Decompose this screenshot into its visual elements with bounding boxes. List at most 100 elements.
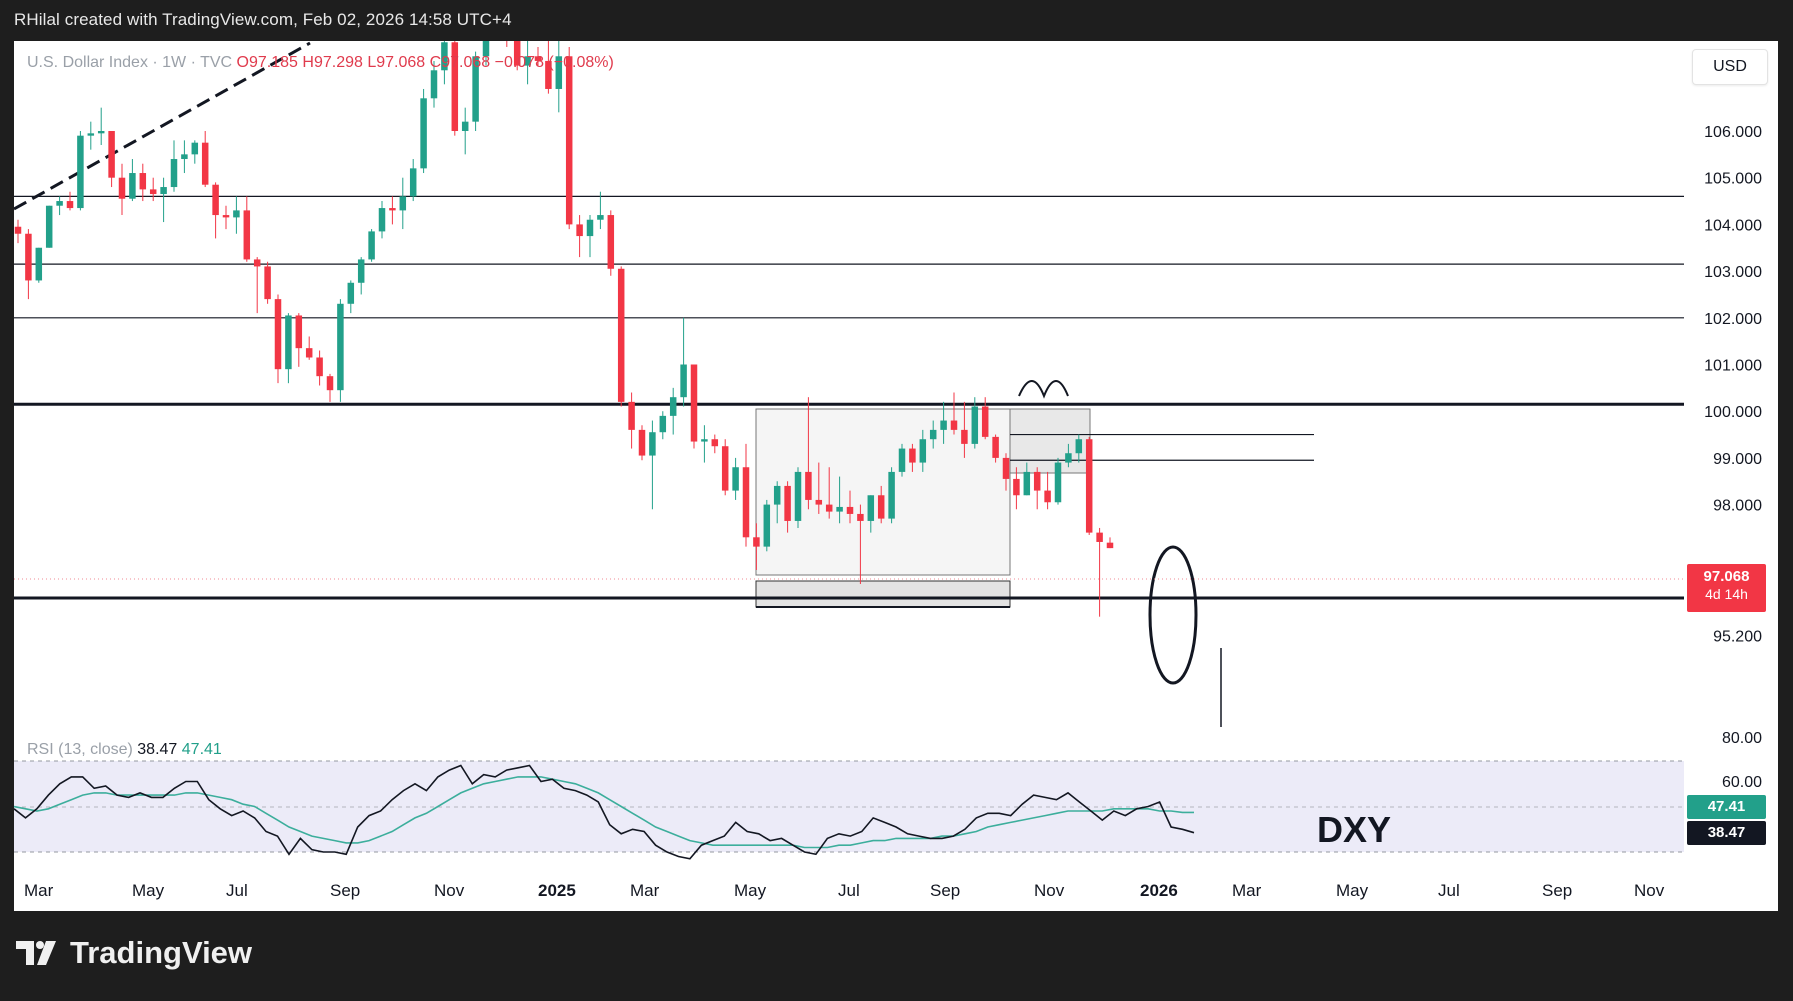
candle-body — [950, 420, 958, 430]
candle-body — [274, 299, 282, 370]
price-tick-label: 95.200 — [1713, 628, 1762, 645]
rsi-plot — [14, 764, 1195, 860]
price-tick-label: 106.000 — [1704, 124, 1762, 141]
candle-body — [212, 184, 219, 216]
candle-body — [981, 406, 989, 437]
candle-body — [87, 133, 95, 136]
high-value: H97.298 — [302, 54, 363, 71]
time-tick-label: 2026 — [1140, 881, 1178, 900]
price-tick-label: 102.000 — [1704, 311, 1762, 328]
rsi-line — [14, 764, 1195, 860]
time-tick-label: Sep — [930, 881, 960, 900]
candle-body — [160, 187, 167, 195]
candle-body — [1002, 457, 1010, 479]
candle-body — [909, 448, 916, 463]
time-tick-label: May — [132, 881, 165, 900]
candle-body — [607, 215, 615, 269]
candle-body — [794, 471, 802, 521]
candle-body — [711, 439, 719, 447]
candles — [14, 41, 1114, 617]
candle-body — [680, 364, 687, 398]
price-tick-label: 105.000 — [1704, 171, 1762, 188]
candle-body — [441, 42, 448, 71]
time-tick-label: Mar — [24, 881, 54, 900]
candle-body — [1013, 478, 1020, 496]
candle-body — [534, 56, 542, 61]
rsi-average-line — [14, 776, 1194, 849]
header-attribution: RHilal created with TradingView.com, Feb… — [14, 10, 512, 29]
rsi-tick-label: 80.00 — [1722, 730, 1762, 747]
low-value: L97.068 — [367, 54, 426, 71]
time-tick-label: Nov — [434, 881, 465, 900]
candle-body — [118, 177, 126, 199]
tradingview-brand: TradingView — [70, 935, 253, 970]
candle-body — [753, 537, 760, 547]
candle-body — [690, 364, 698, 442]
candle-body — [919, 439, 927, 463]
candle-body — [638, 429, 646, 456]
candle-body — [191, 142, 199, 155]
candle-body — [139, 173, 147, 190]
price-tick-label: 100.000 — [1704, 404, 1762, 421]
time-tick-label: Jul — [1438, 881, 1460, 900]
candle-body — [285, 315, 292, 370]
chart-canvas[interactable]: 106.000 105.000 104.000 103.000 102.000 101.0… — [14, 41, 1778, 911]
candle-body — [149, 189, 157, 195]
candle-body — [669, 397, 677, 416]
candle-body — [222, 215, 230, 218]
time-tick-label: 2025 — [538, 881, 576, 900]
horizontal-levels — [14, 195, 1684, 600]
highlight-ellipse — [1148, 545, 1198, 685]
candle-body — [1023, 471, 1031, 496]
rsi-legend-value: 38.47 — [137, 741, 178, 758]
candle-body — [1085, 439, 1093, 533]
candle-body — [264, 266, 271, 300]
candle-body — [877, 495, 885, 519]
dxy-watermark: DXY — [1317, 809, 1392, 850]
candle-body — [25, 233, 32, 281]
candle-body — [305, 348, 313, 358]
open-value: O97.185 — [236, 54, 298, 71]
candle-body — [971, 406, 979, 444]
tradingview-logo-icon — [16, 941, 56, 965]
time-tick-label: Nov — [1034, 881, 1065, 900]
candle-body — [628, 401, 635, 430]
candle-body — [1096, 532, 1103, 542]
chart-frame[interactable]: 106.000 105.000 104.000 103.000 102.000 101.0… — [14, 41, 1778, 911]
rsi-legend: RSI (13, close) 38.47 47.41 — [27, 741, 222, 759]
candle-body — [836, 506, 843, 512]
candle-body — [721, 446, 729, 491]
candle-body — [233, 210, 240, 218]
candle-body — [846, 506, 854, 514]
candle-body — [201, 142, 209, 185]
candle-body — [545, 60, 552, 89]
candle-body — [295, 315, 303, 349]
currency-button[interactable]: USD — [1692, 49, 1768, 85]
time-tick-label: Jul — [226, 881, 248, 900]
rsi-average-label: 47.41 — [1687, 795, 1766, 819]
close-value: C97.068 — [429, 54, 491, 71]
candle-body — [784, 485, 791, 521]
candle-body — [565, 56, 573, 225]
candle-body — [347, 282, 355, 304]
candle-body — [586, 219, 594, 237]
candle-body — [368, 231, 375, 260]
price-tick-label: 98.000 — [1713, 498, 1762, 515]
candle-body — [513, 41, 521, 66]
candle-body — [97, 131, 105, 134]
candle-body — [732, 467, 739, 491]
candle-body — [815, 499, 823, 505]
candle-body — [181, 154, 188, 160]
candle-body — [805, 471, 812, 500]
candle-body — [929, 429, 937, 440]
candle-body — [1054, 462, 1062, 503]
candle-body — [399, 196, 407, 211]
candle-body — [1044, 490, 1051, 503]
candle-body — [576, 224, 583, 237]
candle-body — [451, 42, 459, 131]
candle-body — [77, 135, 84, 209]
time-tick-label: May — [1336, 881, 1369, 900]
candle-body — [482, 41, 490, 57]
candle-body — [45, 205, 53, 248]
price-axis: 106.000 105.000 104.000 103.000 102.000 101.0… — [1704, 124, 1762, 791]
